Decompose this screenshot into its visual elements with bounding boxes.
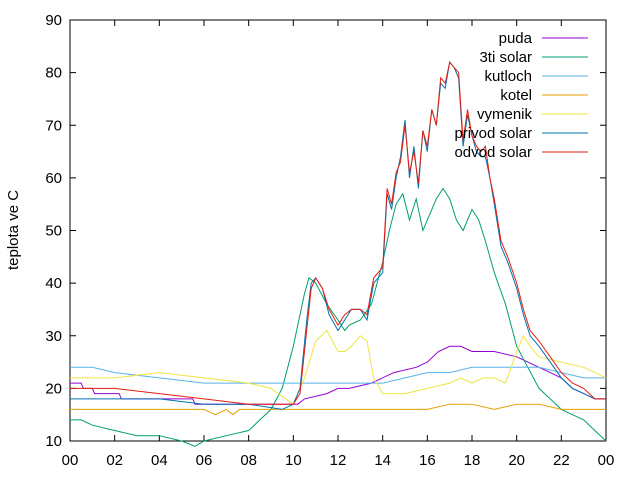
x-tick-label: 10 (285, 452, 302, 469)
x-tick-label: 02 (106, 452, 123, 469)
series-line-kotel (70, 403, 606, 416)
legend-label: 3ti solar (479, 49, 532, 66)
x-tick-label: 22 (553, 452, 570, 469)
x-tick-label: 08 (240, 452, 257, 469)
series-line-3ti-solar (70, 187, 607, 447)
x-tick-label: 06 (196, 452, 213, 469)
axis-ticks: 10 20 30 40 50 60 70 80 90 00 02 04 06 08 10 12 14 16 18 20… (45, 12, 614, 469)
legend-label: kotel (500, 87, 532, 104)
y-tick-label: 90 (45, 12, 62, 29)
x-tick-label: 12 (330, 452, 347, 469)
x-tick-label: 00 (62, 452, 79, 469)
legend-label: vymenik (477, 106, 533, 123)
x-tick-label: 14 (374, 452, 391, 469)
y-axis-label: teplota ve C (5, 190, 22, 270)
y-tick-label: 20 (45, 380, 62, 397)
legend: puda 3ti solar kutloch kotel vymenik privod s… (454, 30, 588, 161)
y-tick-label: 10 (45, 433, 62, 450)
series-line-kutloch (70, 366, 606, 384)
y-tick-label: 50 (45, 223, 62, 240)
x-tick-label: 20 (508, 452, 525, 469)
series-lines (70, 60, 607, 447)
x-tick-label: 18 (464, 452, 481, 469)
y-tick-label: 30 (45, 328, 62, 345)
x-tick-label: 00 (598, 452, 615, 469)
y-tick-label: 70 (45, 117, 62, 134)
series-line-puda (70, 345, 606, 405)
legend-label: odvod solar (454, 144, 532, 161)
y-tick-label: 60 (45, 170, 62, 187)
x-tick-label: 04 (151, 452, 168, 469)
legend-label: privod solar (454, 125, 532, 142)
y-tick-label: 40 (45, 275, 62, 292)
legend-label: puda (499, 30, 533, 47)
y-tick-label: 80 (45, 65, 62, 82)
legend-label: kutloch (484, 68, 532, 85)
series-line-odvod-solar (70, 60, 606, 405)
x-tick-label: 16 (419, 452, 436, 469)
series-line-vymenik (70, 329, 607, 405)
